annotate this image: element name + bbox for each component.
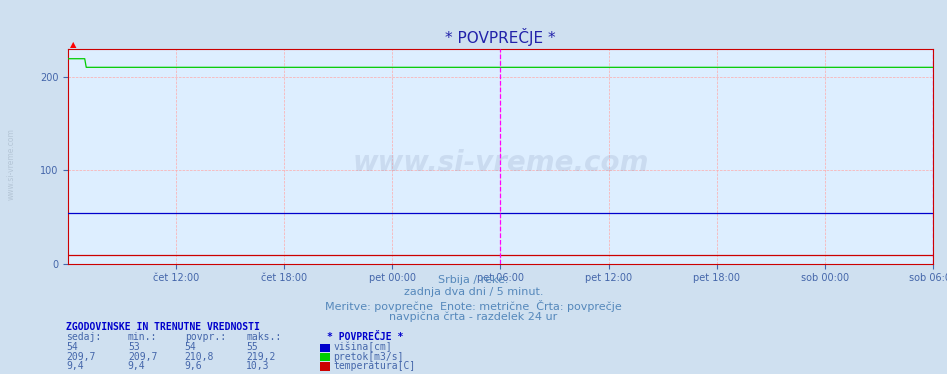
Text: povpr.:: povpr.: xyxy=(185,332,225,342)
Text: 9,6: 9,6 xyxy=(185,361,203,371)
Text: zadnja dva dni / 5 minut.: zadnja dva dni / 5 minut. xyxy=(403,287,544,297)
Text: maks.:: maks.: xyxy=(246,332,281,342)
Text: 9,4: 9,4 xyxy=(66,361,84,371)
Text: ▲: ▲ xyxy=(70,40,77,49)
Text: www.si-vreme.com: www.si-vreme.com xyxy=(7,129,16,200)
Text: 10,3: 10,3 xyxy=(246,361,270,371)
Text: 210,8: 210,8 xyxy=(185,352,214,362)
Text: temperatura[C]: temperatura[C] xyxy=(333,361,416,371)
Text: 55: 55 xyxy=(246,343,258,352)
Text: * POVPREČJE *: * POVPREČJE * xyxy=(327,332,403,342)
Text: 209,7: 209,7 xyxy=(66,352,96,362)
Text: višina[cm]: višina[cm] xyxy=(333,342,392,352)
Text: Meritve: povprečne  Enote: metrične  Črta: povprečje: Meritve: povprečne Enote: metrične Črta:… xyxy=(325,300,622,312)
Text: sedaj:: sedaj: xyxy=(66,332,101,342)
Text: navpična črta - razdelek 24 ur: navpična črta - razdelek 24 ur xyxy=(389,312,558,322)
Text: ZGODOVINSKE IN TRENUTNE VREDNOSTI: ZGODOVINSKE IN TRENUTNE VREDNOSTI xyxy=(66,322,260,332)
Text: www.si-vreme.com: www.si-vreme.com xyxy=(352,148,649,177)
Text: 54: 54 xyxy=(66,343,78,352)
Text: 209,7: 209,7 xyxy=(128,352,157,362)
Text: Srbija / reke.: Srbija / reke. xyxy=(438,275,509,285)
Text: min.:: min.: xyxy=(128,332,157,342)
Title: * POVPREČJE *: * POVPREČJE * xyxy=(445,28,556,46)
Text: 219,2: 219,2 xyxy=(246,352,276,362)
Text: 9,4: 9,4 xyxy=(128,361,146,371)
Text: 54: 54 xyxy=(185,343,196,352)
Text: pretok[m3/s]: pretok[m3/s] xyxy=(333,352,403,362)
Text: 53: 53 xyxy=(128,343,139,352)
